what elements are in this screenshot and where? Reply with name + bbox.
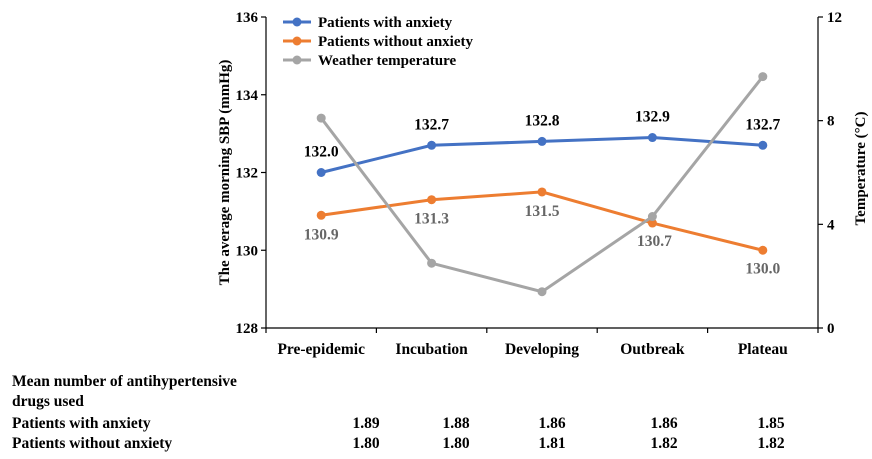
data-point [758, 72, 768, 82]
data-point [537, 187, 547, 197]
legend-marker [292, 17, 302, 27]
data-point [758, 140, 768, 150]
table-heading-line1: Mean number of antihypertensive [12, 373, 237, 390]
y-tick-label: 134 [236, 88, 259, 104]
table-cell: 1.81 [538, 435, 566, 452]
data-label: 132.9 [635, 109, 670, 126]
line-chart: 128 130 132 134 136 0 4 8 12 Pre-epidemic Incubati… [217, 10, 869, 358]
data-point [647, 212, 657, 222]
legend-label: Patients with anxiety [318, 15, 453, 31]
data-label: 132.7 [745, 116, 780, 133]
table-cell: 1.85 [757, 415, 785, 432]
data-label: 130.9 [304, 226, 339, 243]
data-point [427, 195, 437, 205]
legend-marker [292, 55, 302, 65]
y2-tick-label: 4 [827, 217, 835, 233]
table-row-with-anxiety: Patients with anxiety 1.89 1.88 1.86 1.8… [12, 414, 872, 434]
series-line [320, 190, 764, 252]
y2-axis-title: Temperature (°C) [853, 112, 869, 226]
data-label: 132.8 [525, 112, 560, 129]
y-tick-label: 128 [236, 321, 259, 337]
data-label: 131.5 [525, 203, 560, 220]
y-axis-title: The average morning SBP (mmHg) [217, 60, 233, 286]
x-tick-label: Developing [505, 341, 579, 358]
chart-axes: 128 130 132 134 136 0 4 8 12 Pre-epidemic Incubati… [217, 10, 869, 358]
table-cell: 1.82 [757, 435, 785, 452]
legend-label: Weather temperature [318, 53, 456, 69]
table-cell: 1.88 [442, 415, 470, 432]
data-label: 132.0 [304, 144, 339, 161]
data-point [647, 218, 657, 228]
series-line [320, 75, 764, 294]
data-point [537, 287, 547, 297]
table-cell: 1.86 [650, 415, 678, 432]
data-point [427, 140, 437, 150]
table-cell: 1.80 [442, 435, 470, 452]
data-point [316, 113, 326, 123]
data-label: 131.3 [414, 211, 449, 228]
table-cell: 1.80 [352, 435, 380, 452]
y-tick-label: 130 [236, 243, 259, 259]
data-point [537, 136, 547, 146]
chart-legend: Patients with anxiety Patients without an… [283, 15, 473, 69]
x-tick-label: Outbreak [620, 341, 685, 358]
chart-series: 132.0 132.7 132.8 132.9 132.7 130.9 131.3 131.5… [304, 72, 780, 297]
legend-label: Patients without anxiety [318, 34, 473, 50]
data-point [316, 168, 326, 177]
data-label: 130.7 [637, 233, 672, 250]
table-cell: 1.82 [650, 435, 678, 452]
data-point [316, 210, 326, 220]
y-tick-label: 136 [236, 10, 259, 26]
data-point [758, 245, 768, 255]
y2-tick-label: 0 [827, 321, 835, 337]
data-point [647, 133, 657, 143]
table-row-label: Patients without anxiety [12, 435, 173, 452]
y2-tick-label: 8 [827, 114, 835, 130]
x-tick-label: Plateau [738, 341, 788, 358]
legend-marker [292, 36, 302, 46]
data-label: 130.0 [745, 260, 780, 277]
x-tick-label: Pre-epidemic [277, 341, 365, 358]
table-row-without-anxiety: Patients without anxiety 1.80 1.80 1.81 … [12, 434, 872, 454]
table-cell: 1.89 [352, 415, 380, 432]
data-point [427, 258, 437, 268]
data-label: 132.7 [414, 116, 449, 133]
table-cell: 1.86 [538, 415, 566, 432]
table-row-label: Patients with anxiety [12, 415, 151, 432]
y2-tick-label: 12 [827, 10, 842, 26]
x-tick-label: Incubation [395, 341, 468, 358]
table-heading-line2: drugs used [12, 393, 84, 410]
y-tick-label: 132 [236, 166, 259, 182]
